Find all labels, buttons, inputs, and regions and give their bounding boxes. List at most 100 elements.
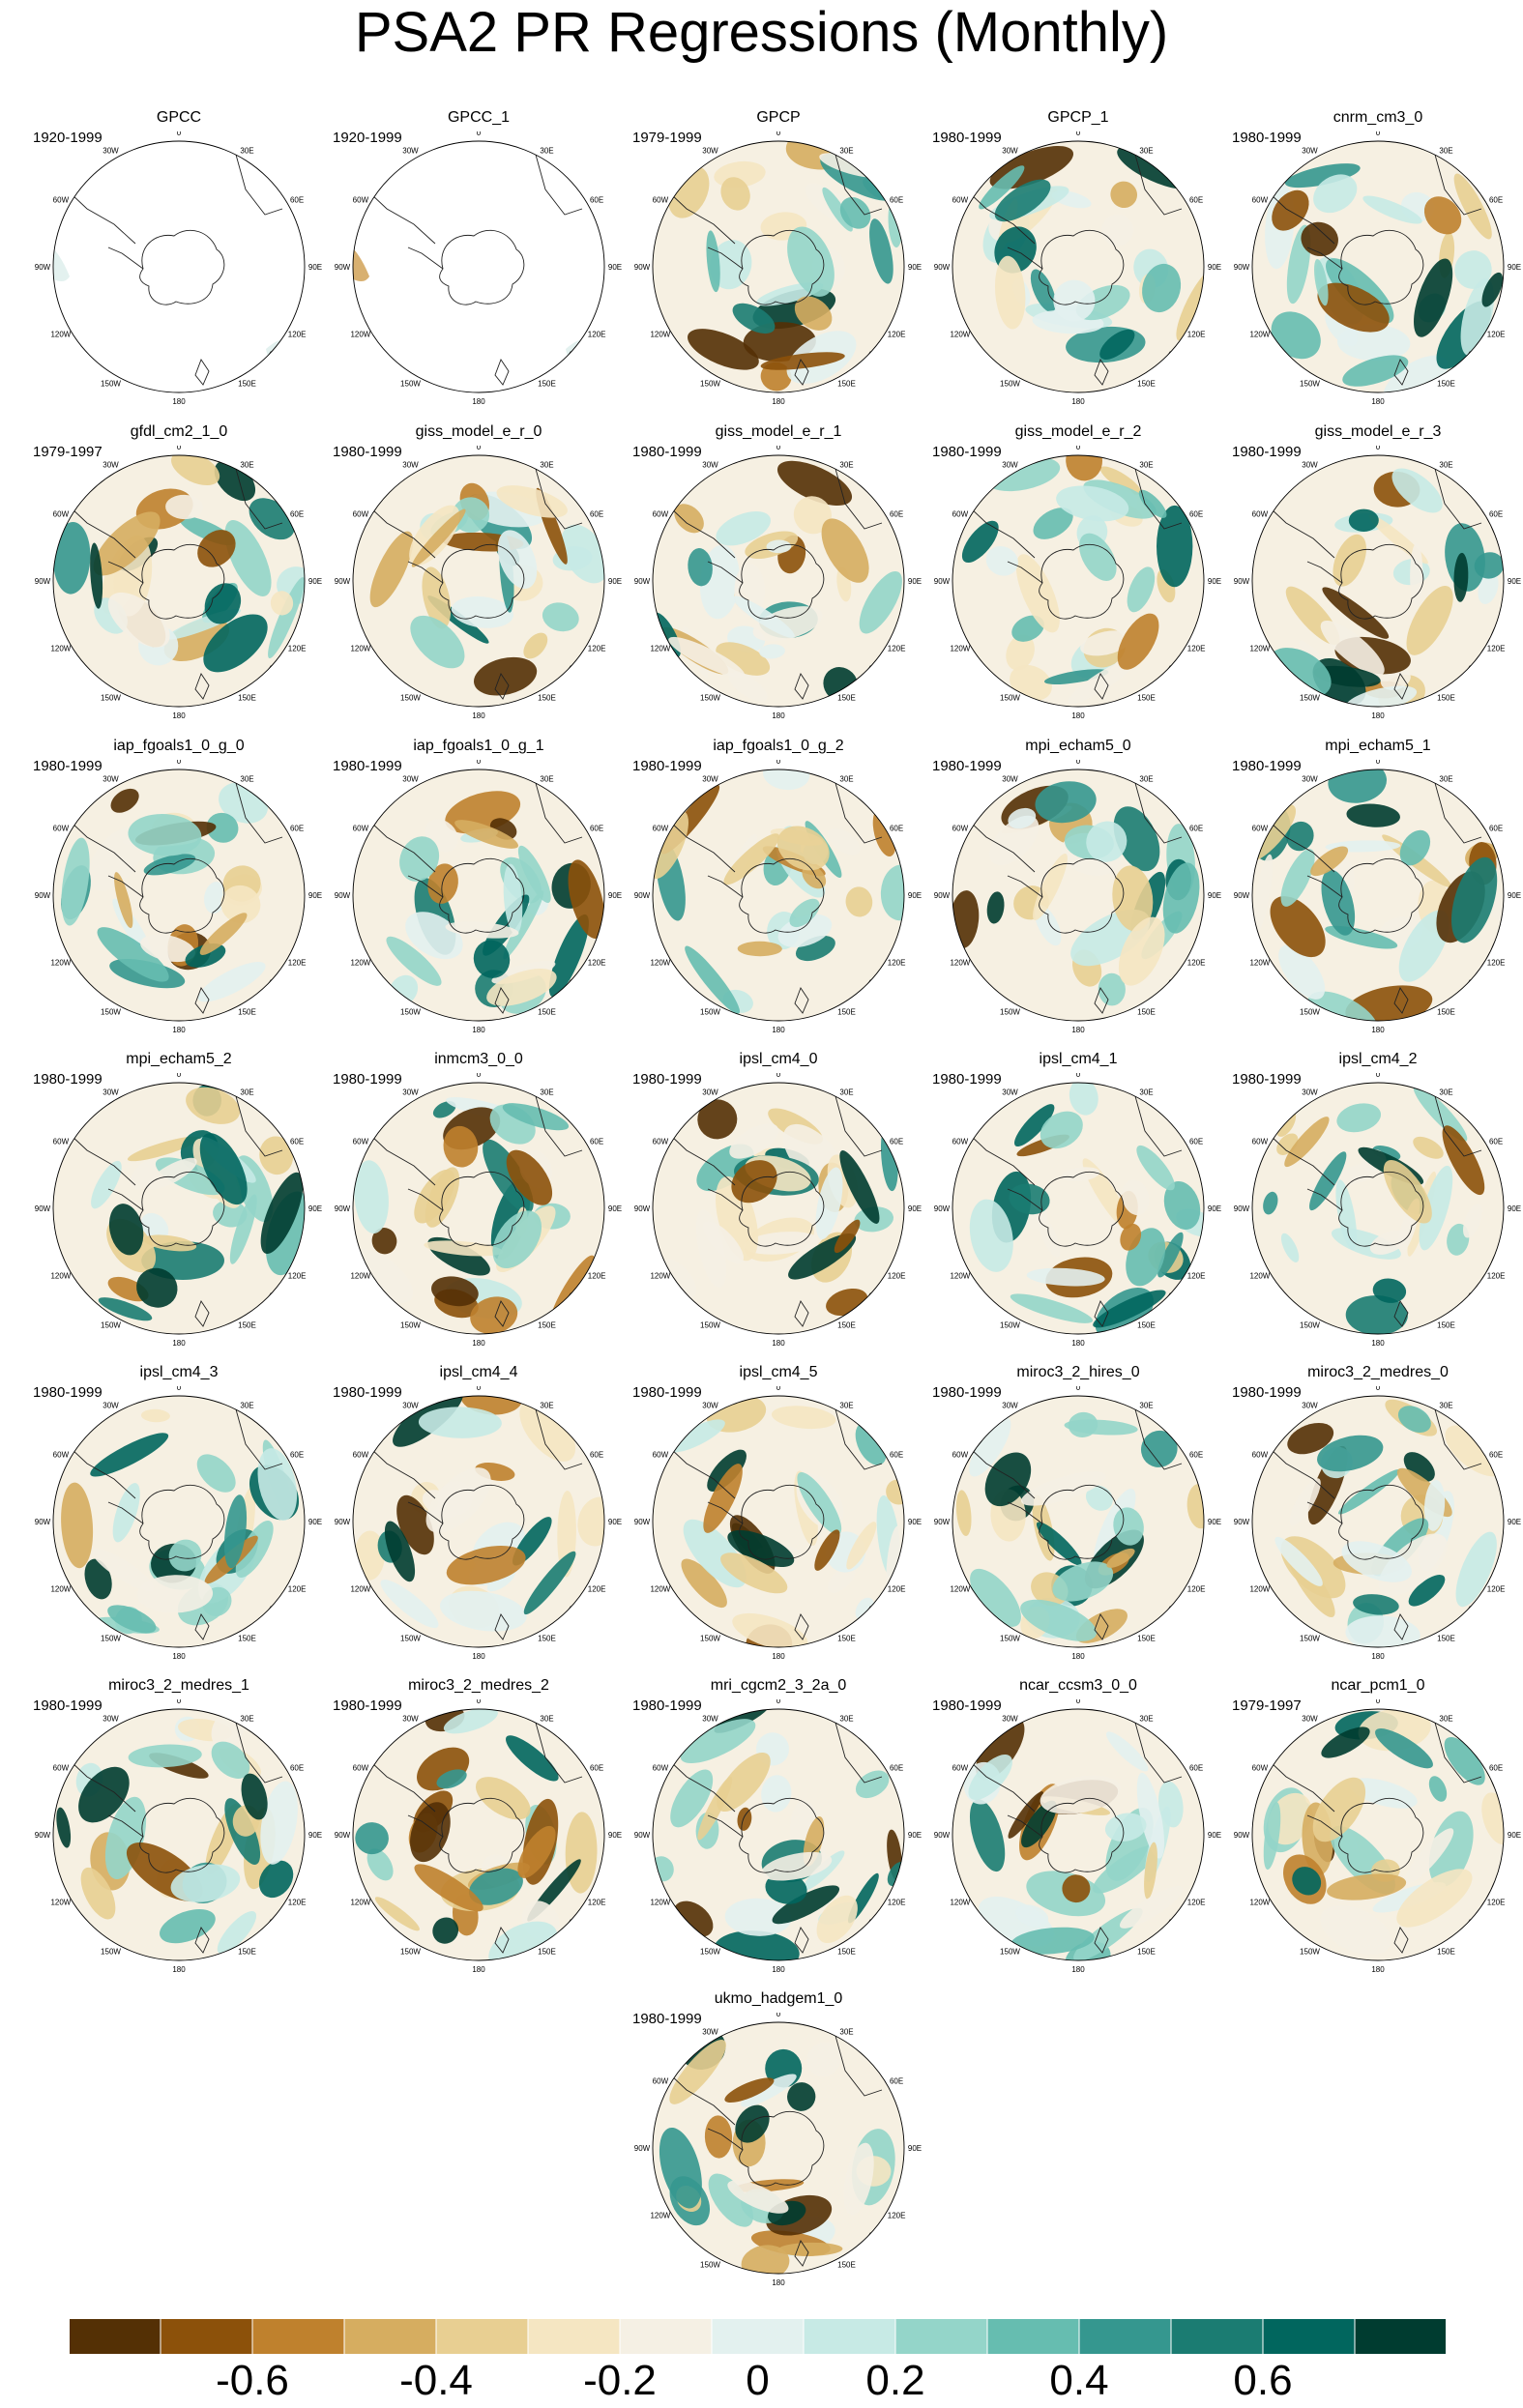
longitude-label: 150E — [238, 1007, 256, 1016]
regression-blob — [834, 1219, 861, 1254]
longitude-label: 30W — [1002, 1402, 1018, 1410]
africa-coastline — [235, 468, 283, 530]
longitude-label: 150E — [238, 1947, 256, 1956]
regression-blob — [1008, 807, 1037, 829]
longitude-label: 30W — [402, 775, 419, 784]
longitude-label: 120W — [1249, 645, 1270, 653]
regression-blob — [1410, 542, 1423, 609]
regression-blob — [186, 1087, 241, 1124]
colorbar-swatch — [1263, 2318, 1356, 2355]
longitude-label: 90W — [1234, 263, 1250, 272]
regression-blob — [1442, 1125, 1485, 1196]
longitude-label: 150E — [1437, 1947, 1455, 1956]
longitude-label: 180 — [1371, 711, 1385, 720]
regression-blob — [112, 1483, 140, 1543]
regression-blob — [1423, 1479, 1446, 1531]
panel-title: iap_fgoals1_0_g_1 — [413, 738, 544, 754]
longitude-label: 120E — [588, 1899, 606, 1907]
antarctica-coastline — [739, 229, 825, 305]
panel-title: gfdl_cm2_1_0 — [130, 423, 228, 440]
longitude-label: 90E — [1508, 1831, 1521, 1840]
longitude-label: 120E — [1487, 1272, 1506, 1281]
longitude-label: 120E — [588, 645, 606, 653]
regression-blob — [816, 1895, 858, 1944]
regression-blob — [432, 1917, 459, 1944]
longitude-label: 180 — [472, 711, 485, 720]
panel-years: 1980-1999 — [632, 758, 702, 774]
regression-blob — [1383, 355, 1449, 392]
regression-blob — [989, 815, 1040, 866]
colorbar-swatch — [161, 2318, 253, 2355]
longitude-label: 90W — [1234, 891, 1250, 900]
regression-blob — [506, 1149, 553, 1205]
regression-blob — [1013, 1104, 1055, 1147]
longitude-label: 0 — [477, 1386, 482, 1392]
longitude-label: 150E — [837, 2260, 856, 2269]
antarctica-coastline — [1039, 229, 1125, 305]
panel-title: ncar_pcm1_0 — [1331, 1677, 1425, 1694]
polar-map: 0 30E 60E 90E 120E 150E 180 150W 120W 90W 60W 30W — [335, 1386, 622, 1661]
colorbar-swatch — [712, 2318, 805, 2355]
regression-blob — [970, 1568, 1021, 1627]
map-panel: giss_model_e_r_1 1980-1999 0 30E 60E 90E 120E 1… — [629, 422, 928, 732]
regression-blob — [1380, 668, 1411, 690]
regression-blob — [259, 1136, 294, 1175]
regression-blob — [127, 1136, 199, 1162]
longitude-label: 120E — [1187, 1585, 1206, 1594]
colorbar-swatch — [620, 2318, 713, 2355]
longitude-label: 150W — [700, 1634, 720, 1642]
longitude-label: 150E — [238, 379, 256, 388]
longitude-label: 90E — [1208, 1831, 1221, 1840]
regression-blob — [1035, 781, 1097, 824]
polar-map: 0 30E 60E 90E 120E 150E 180 150W 120W 90W 60W 30W — [335, 131, 622, 406]
regression-blob — [224, 520, 272, 596]
map-boundary — [52, 1708, 306, 1961]
longitude-label: 90E — [1208, 263, 1221, 272]
longitude-label: 120E — [888, 1585, 906, 1594]
longitude-label: 150W — [1300, 693, 1320, 702]
polar-map: 0 30E 60E 90E 120E 150E 180 150W 120W 90W 60W 30W — [35, 1699, 322, 1974]
regression-blob — [517, 845, 551, 903]
longitude-label: 150W — [101, 1634, 121, 1642]
colorbar-tick-label: 0.2 — [865, 2357, 925, 2404]
longitude-label: 0 — [1076, 1386, 1081, 1392]
regression-blob — [789, 898, 820, 928]
regression-blob — [366, 1848, 394, 1881]
regression-blob — [787, 226, 835, 297]
regression-blob — [241, 1773, 268, 1820]
regression-blob — [473, 940, 511, 978]
antarctica-coastline — [739, 857, 825, 934]
regression-blob — [268, 577, 305, 659]
regression-blob — [454, 820, 519, 849]
africa-coastline — [1434, 154, 1482, 216]
new-zealand-coastline — [1094, 987, 1109, 1014]
map-boundary — [352, 140, 605, 393]
regression-blob — [994, 179, 1051, 222]
longitude-label: 120W — [350, 1899, 370, 1907]
regression-blob — [497, 530, 538, 590]
longitude-label: 180 — [172, 1339, 186, 1348]
regression-blob — [1011, 615, 1044, 642]
regression-blob — [1322, 587, 1390, 639]
regression-blob — [1455, 1531, 1497, 1608]
longitude-label: 150E — [238, 693, 256, 702]
map-panel: GPCP_1 1980-1999 0 30E 60E 90E 120E 150E 180 150W… — [928, 108, 1228, 418]
regression-blob — [1015, 1904, 1049, 1928]
longitude-label: 120E — [888, 2212, 906, 2220]
panel-title: ipsl_cm4_1 — [1039, 1051, 1118, 1067]
regression-blob — [1061, 1167, 1100, 1182]
regression-blob — [107, 1605, 157, 1634]
longitude-label: 150W — [1000, 1634, 1020, 1642]
peninsula-coastline — [1007, 1814, 1043, 1838]
longitude-label: 30W — [103, 1088, 119, 1097]
longitude-label: 30E — [839, 1715, 853, 1724]
regression-blob — [78, 1766, 130, 1823]
regression-blob — [260, 1781, 298, 1865]
regression-blob — [1320, 621, 1385, 676]
panel-title: iap_fgoals1_0_g_2 — [713, 738, 844, 754]
regression-blob — [1110, 181, 1137, 209]
longitude-label: 150W — [400, 1007, 421, 1016]
polar-map: 0 30E 60E 90E 120E 150E 180 150W 120W 90W 60W 30W — [934, 1386, 1221, 1661]
regression-blob — [204, 583, 242, 624]
longitude-label: 30W — [1002, 461, 1018, 470]
